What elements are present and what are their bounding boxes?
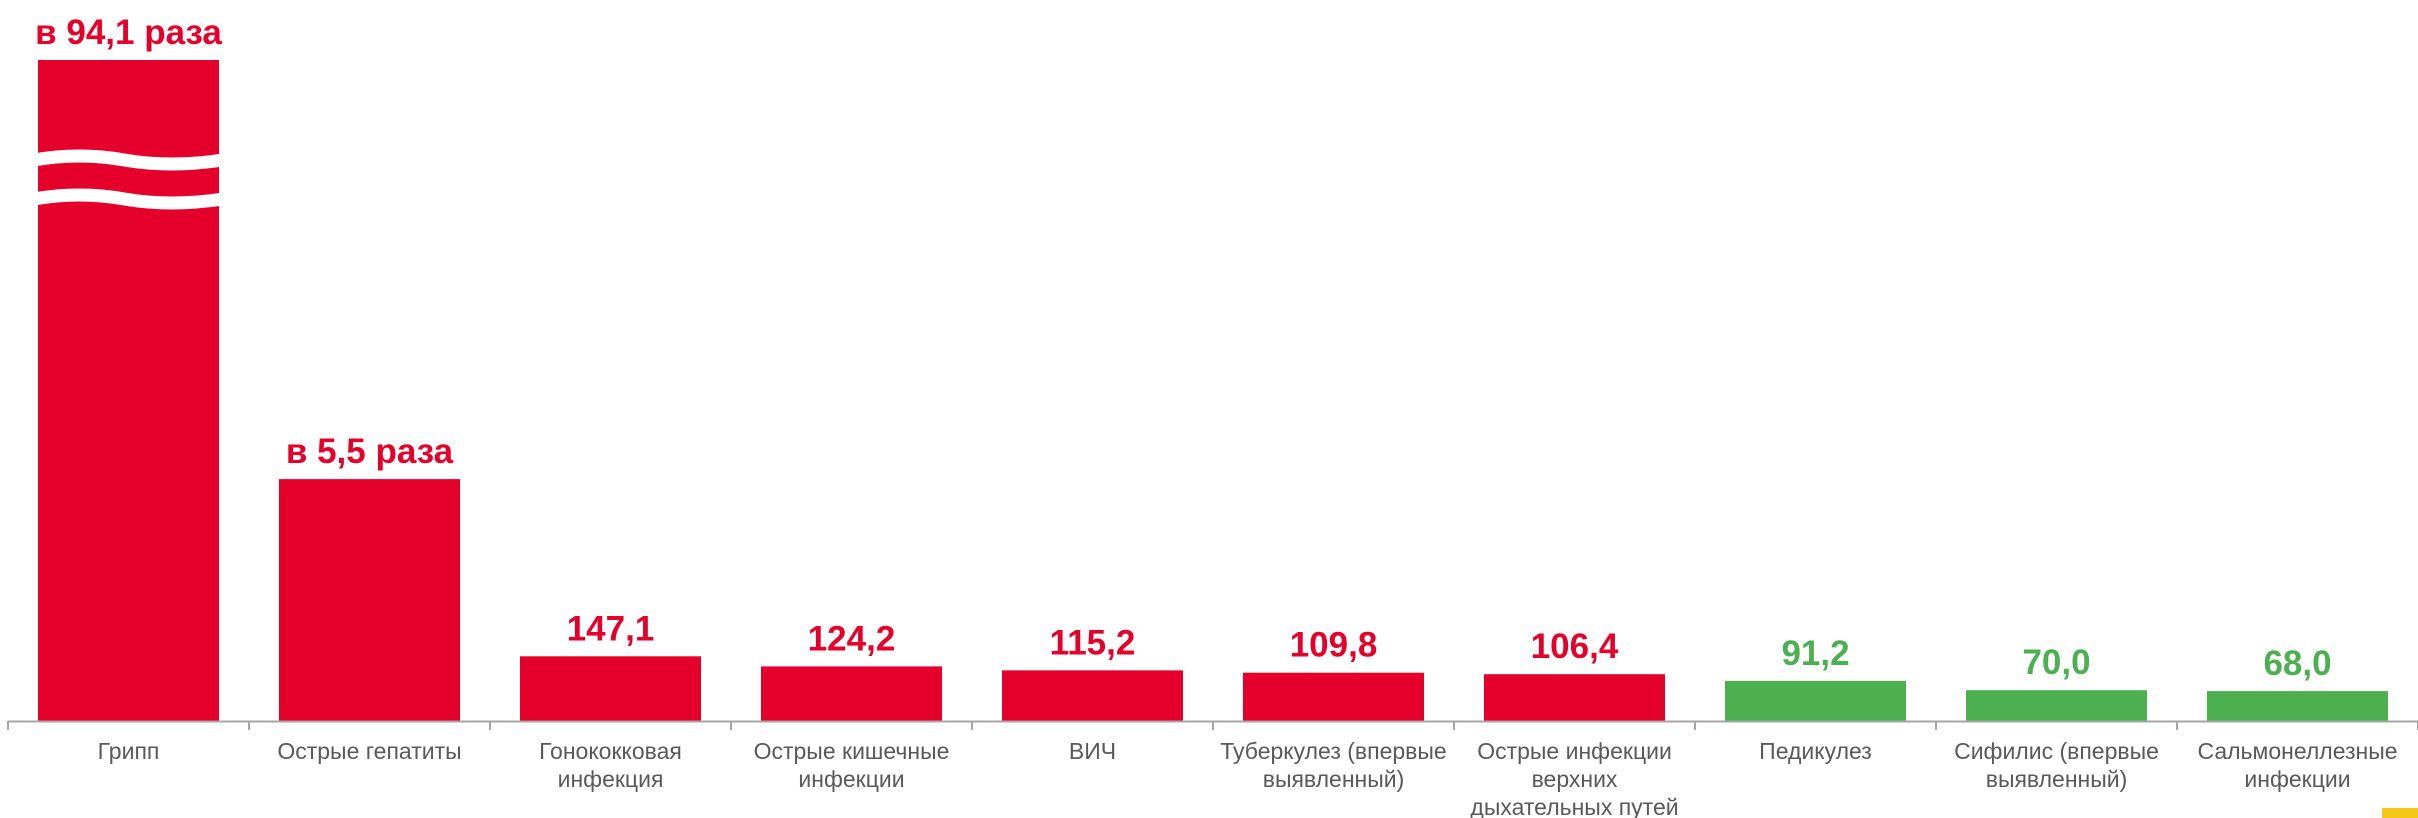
bar-2 (279, 479, 460, 721)
category-label-8: Педикулез (1759, 738, 1872, 764)
bar-7 (1484, 674, 1665, 721)
bar-10 (2207, 691, 2388, 721)
category-label-7: Острые инфекции верхних дыхательных путей (1470, 738, 1678, 818)
category-label-9: Сифилис (впервые выявленный) (1954, 738, 2159, 792)
category-label-5: ВИЧ (1069, 738, 1116, 764)
corner-accent-mark (2382, 808, 2418, 818)
value-label-6: 109,8 (1290, 626, 1378, 665)
value-label-4: 124,2 (808, 619, 896, 658)
value-label-5: 115,2 (1050, 623, 1136, 662)
category-labels-group: Грипп Острые гепатиты Гонококковая инфекция… (98, 738, 2398, 818)
category-label-6: Туберкулез (впервые выявленный) (1220, 738, 1446, 792)
bar-5 (1002, 670, 1183, 721)
value-label-1: в 94,1 раза (35, 13, 222, 52)
x-axis-ticks (7, 721, 2418, 730)
bar-8 (1725, 680, 1906, 721)
value-label-2: в 5,5 раза (286, 432, 454, 471)
bar-4 (761, 666, 942, 721)
value-label-7: 106,4 (1531, 627, 1619, 666)
value-label-10: 68,0 (2263, 644, 2331, 683)
value-label-8: 91,2 (1781, 634, 1849, 673)
bar-9 (1966, 690, 2147, 721)
value-label-9: 70,0 (2022, 643, 2090, 682)
value-labels-group: в 94,1 раза в 5,5 раза 147,1 124,2 115,2 109,… (35, 13, 2331, 683)
bar-6 (1243, 672, 1424, 721)
category-label-3: Гонококковая инфекция (539, 738, 682, 792)
category-label-1: Грипп (98, 738, 160, 764)
category-label-2: Острые гепатиты (277, 738, 461, 764)
axis-break-mark (32, 149, 224, 171)
bars-group (32, 60, 2388, 721)
axis-break-mark (32, 188, 224, 210)
bar-3 (520, 656, 701, 721)
category-label-4: Острые кишечные инфекции (754, 738, 950, 792)
bar-1 (38, 60, 219, 721)
category-label-10: Сальмонеллезные инфекции (2197, 738, 2397, 792)
value-label-3: 147,1 (567, 609, 655, 648)
